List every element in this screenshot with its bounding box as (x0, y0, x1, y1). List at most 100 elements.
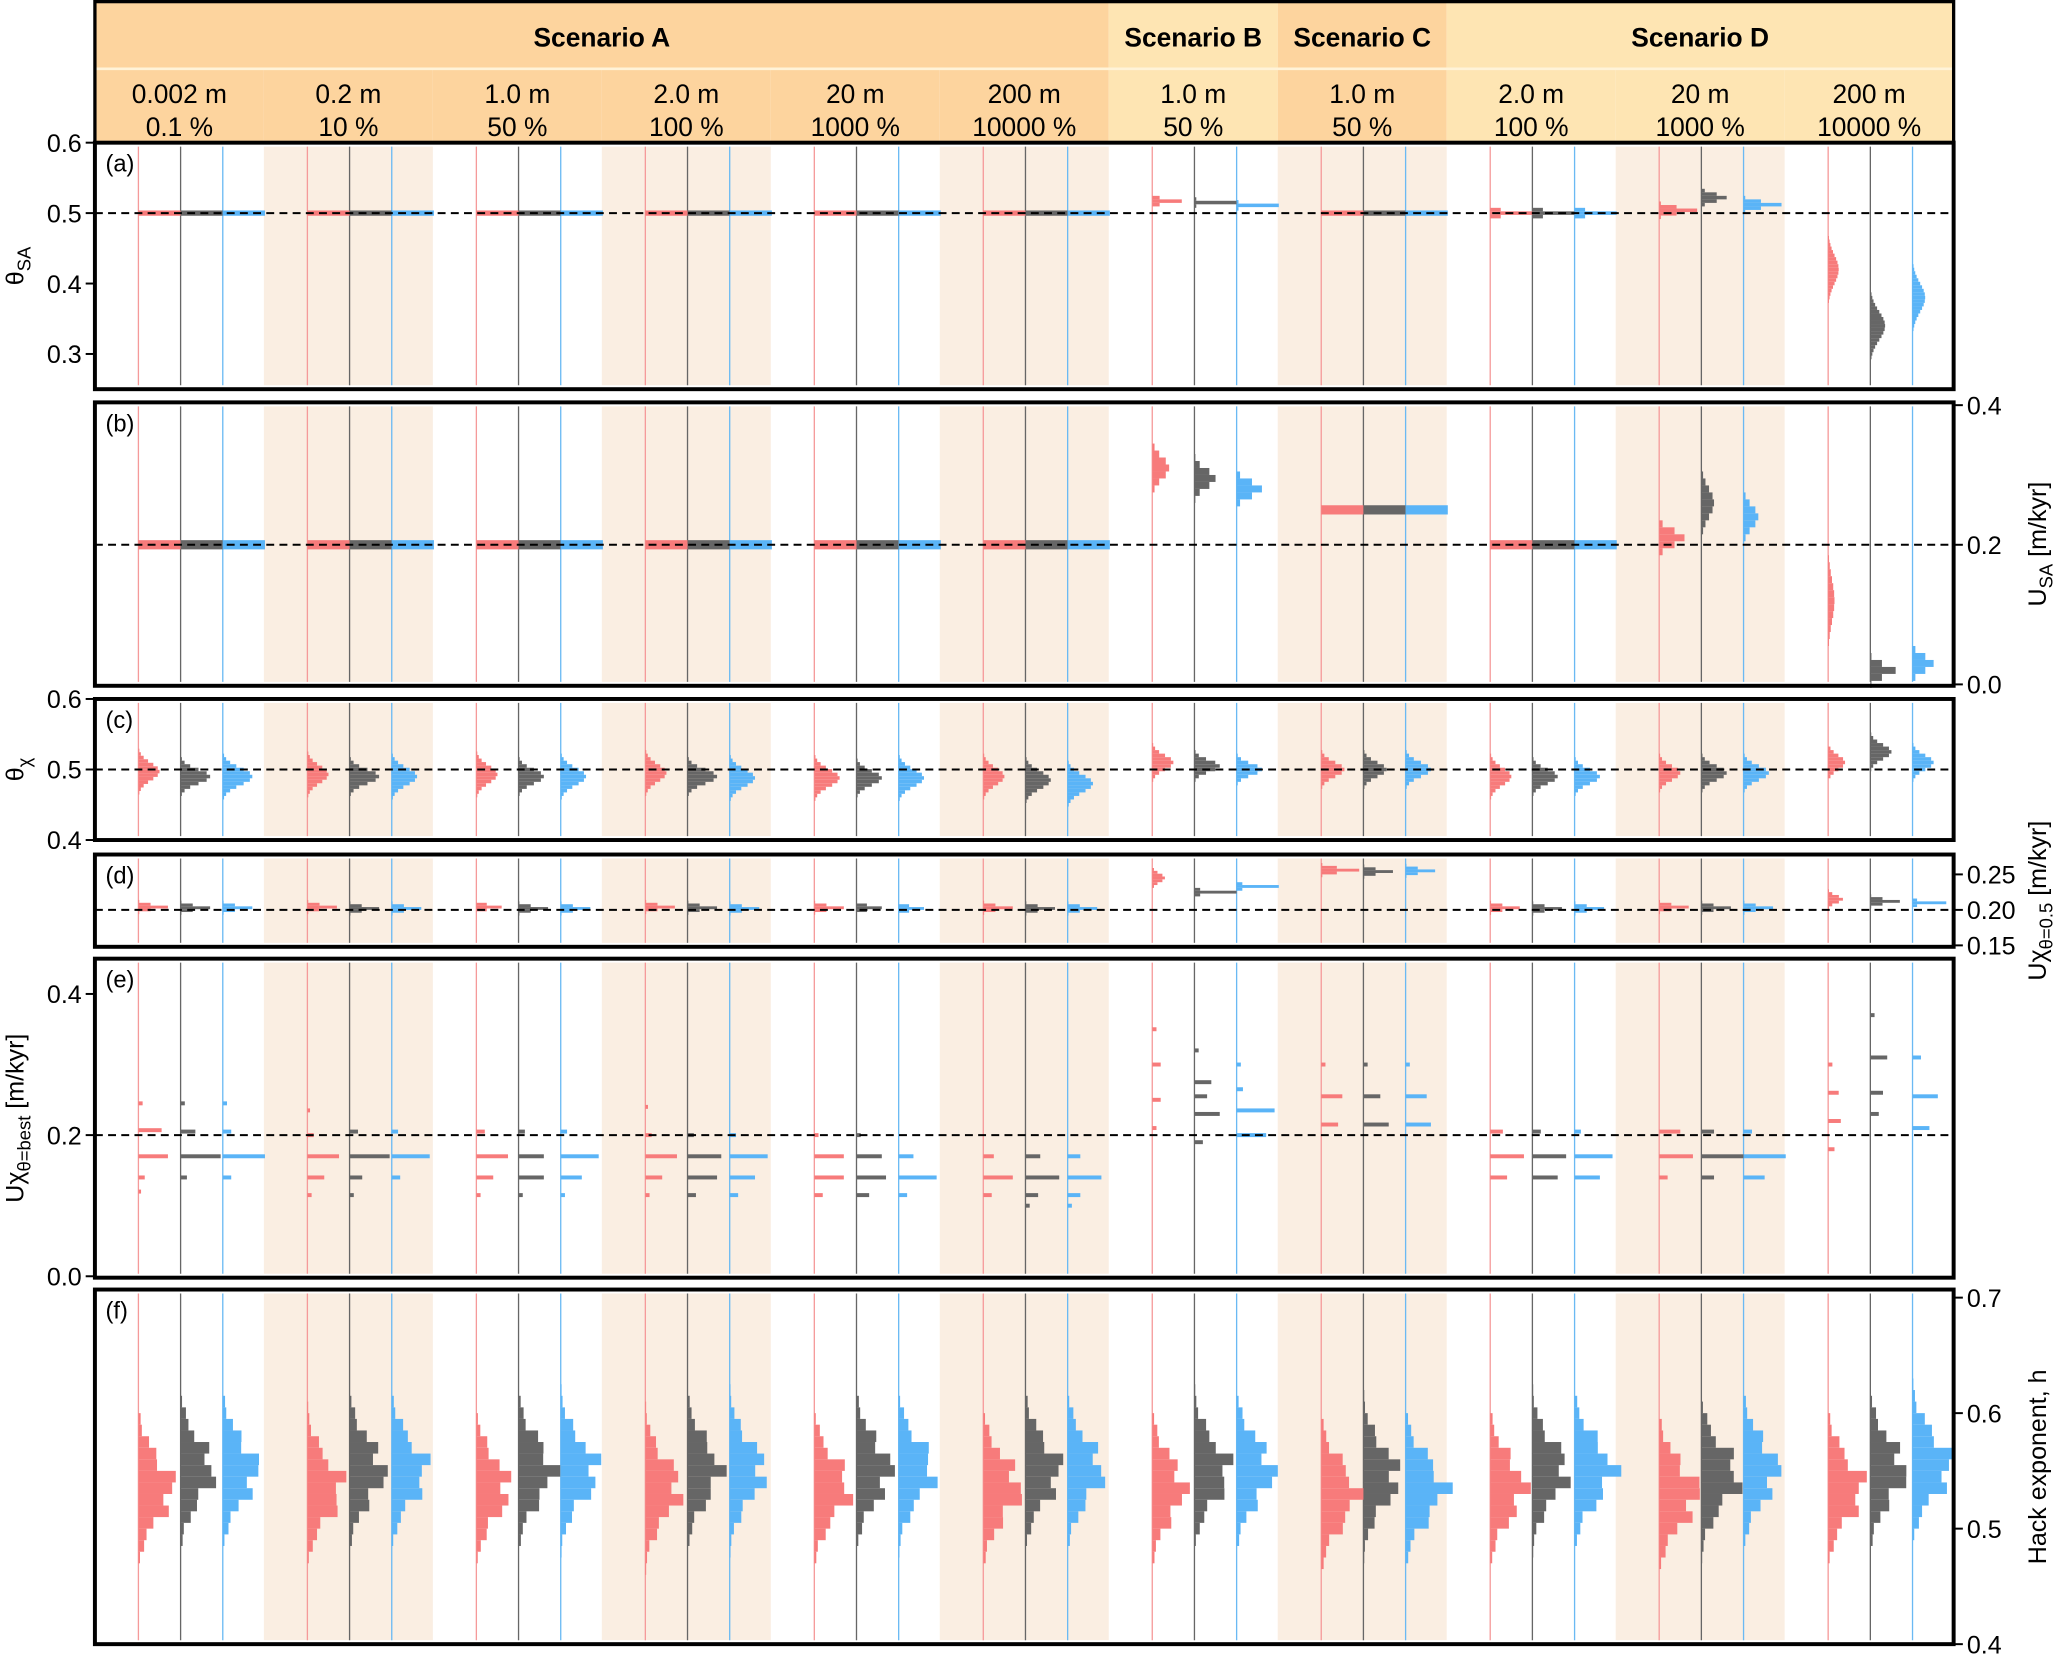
histogram-bar (1828, 271, 1839, 275)
histogram-bar (687, 1407, 692, 1419)
histogram-bar (983, 764, 993, 768)
histogram-bar (138, 1436, 150, 1448)
histogram-bar (1828, 897, 1843, 901)
histogram-bar (1659, 1465, 1680, 1477)
histogram-bar (560, 771, 584, 775)
histogram-bar (1828, 1470, 1867, 1483)
histogram-bar (1743, 1511, 1751, 1523)
histogram-bar (729, 904, 742, 908)
histogram-bar (1405, 1505, 1430, 1518)
histogram-bar (1152, 873, 1163, 877)
histogram-bar (814, 772, 838, 777)
histogram-bar (1870, 673, 1882, 681)
histogram-bar (1912, 1055, 1921, 1060)
histogram-bar (391, 1522, 398, 1535)
histogram-bar (1321, 1430, 1327, 1443)
histogram-bar (1870, 316, 1884, 321)
histogram-bar (307, 1505, 338, 1518)
histogram-bar (307, 776, 327, 780)
histogram-bar (814, 1193, 823, 1198)
histogram-bar (1532, 774, 1558, 779)
histogram-bar (1701, 1175, 1715, 1180)
y-axis-label: Uχθ=0.5 [m/kyr] (2024, 821, 2057, 981)
shaded-column (601, 858, 771, 943)
histogram-bar (1363, 1062, 1368, 1067)
histogram-bar (138, 1482, 173, 1494)
histogram-bar (1828, 555, 1830, 563)
histogram-bar (687, 903, 700, 907)
histogram-bar (222, 781, 244, 786)
histogram-bar (1701, 757, 1705, 761)
histogram-bar (1236, 1453, 1262, 1466)
histogram-bar (983, 767, 999, 772)
histogram-bar (898, 1193, 908, 1198)
histogram-bar (1321, 1557, 1324, 1570)
histogram-bar (1363, 1459, 1401, 1471)
histogram-bar (1025, 907, 1055, 910)
histogram-bar (814, 1482, 845, 1494)
histogram-bar (1828, 590, 1835, 598)
histogram-bar (476, 783, 487, 787)
histogram-bar (1574, 1407, 1580, 1419)
histogram-bar (1574, 909, 1587, 913)
histogram-bar (1321, 760, 1336, 765)
histogram-bar (1828, 757, 1844, 761)
histogram-bar (222, 1430, 242, 1443)
histogram-bar (1532, 211, 1575, 215)
histogram-bar (1363, 1424, 1375, 1437)
histogram-bar (138, 1413, 141, 1425)
histogram-bar (1828, 1517, 1842, 1529)
histogram-bar (814, 1517, 831, 1529)
histogram-bar (814, 1551, 817, 1564)
histogram-bar (1321, 778, 1329, 782)
histogram-bar (1574, 540, 1617, 550)
histogram-bar (138, 1470, 176, 1483)
histogram-bar (1912, 295, 1926, 300)
histogram-bar (391, 1453, 431, 1466)
histogram-bar (1828, 285, 1833, 289)
histogram-bar (138, 755, 144, 760)
histogram-bar (1321, 1442, 1330, 1454)
histogram-bar (560, 1175, 582, 1180)
histogram-bar (729, 1453, 765, 1466)
histogram-bar (1870, 295, 1873, 300)
histogram-bar (1912, 652, 1926, 660)
histogram-bar (307, 1413, 310, 1425)
histogram-bar (1152, 450, 1160, 458)
histogram-bar (645, 785, 651, 789)
histogram-bar (1870, 355, 1872, 360)
histogram-bar (1363, 757, 1371, 761)
histogram-bar (560, 540, 603, 550)
histogram-bar (1363, 1470, 1389, 1483)
histogram-bar (1152, 767, 1166, 772)
histogram-bar (983, 1413, 986, 1425)
histogram-bar (1490, 1540, 1496, 1552)
column-header-bg (1277, 68, 1447, 143)
histogram-bar (856, 758, 858, 763)
histogram-bar (560, 764, 573, 768)
histogram-bar (898, 1511, 911, 1523)
tick-label: 0.2 (47, 1122, 82, 1150)
column-percent-label: 0.1 % (146, 112, 213, 142)
histogram-bar (1152, 199, 1182, 203)
histogram-bar (138, 540, 181, 550)
histogram-bar (222, 1476, 247, 1489)
shaded-column (1615, 858, 1785, 943)
histogram-bar (1405, 1517, 1429, 1529)
histogram-bar (1574, 901, 1576, 905)
histogram-bar (391, 788, 399, 793)
histogram-bar (1152, 478, 1160, 486)
histogram-bar (1870, 313, 1882, 317)
histogram-bar (307, 911, 309, 915)
scenario-label: Scenario C (1293, 22, 1431, 52)
histogram-bar (1912, 673, 1916, 681)
histogram-bar (645, 760, 655, 765)
histogram-bar (1067, 1154, 1081, 1159)
column-percent-label: 50 % (487, 112, 547, 142)
histogram-bar (1701, 1459, 1731, 1471)
tick-label: 0.25 (1967, 862, 2016, 890)
column-size-label: 1.0 m (1160, 79, 1226, 109)
histogram-bar (1025, 1154, 1041, 1159)
histogram-bar (560, 1499, 574, 1512)
histogram-bar (1194, 753, 1199, 758)
